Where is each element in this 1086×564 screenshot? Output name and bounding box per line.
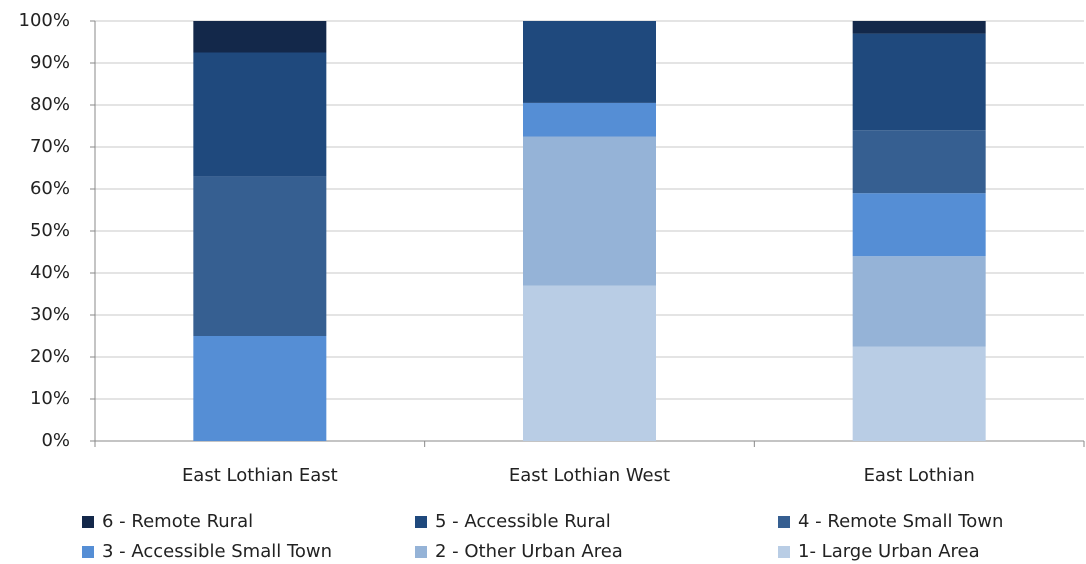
y-tick-label: 60% [30,178,70,199]
legend-label: 2 - Other Urban Area [435,541,623,562]
bar-segment [852,256,986,347]
x-tick-label: East Lothian [864,465,975,486]
bar-segment [523,285,656,441]
legend-swatch [415,516,427,528]
bar-segment [852,193,986,257]
y-tick-label: 100% [19,10,70,31]
bar-segment [193,52,327,177]
bar-segment [193,21,327,53]
legend-swatch [415,546,427,558]
legend-label: 3 - Accessible Small Town [102,541,332,562]
bar-segment [193,176,327,336]
legend-swatch [82,516,94,528]
bar-segment [523,102,656,137]
bar-segment [852,21,986,34]
bar-segment [852,130,986,194]
bar-segment [852,346,986,441]
bar-segment [193,336,327,441]
y-tick-label: 70% [30,136,70,157]
legend-label: 5 - Accessible Rural [435,511,611,532]
bar-segment [523,21,656,103]
bar-segment [852,33,986,131]
legend-swatch [82,546,94,558]
y-tick-label: 50% [30,220,70,241]
y-tick-label: 80% [30,94,70,115]
y-tick-label: 10% [30,388,70,409]
legend-label: 1- Large Urban Area [798,541,980,562]
legend-swatch [778,516,790,528]
legend-label: 4 - Remote Small Town [798,511,1003,532]
y-tick-label: 30% [30,304,70,325]
x-tick-label: East Lothian East [182,465,338,486]
y-tick-label: 90% [30,52,70,73]
y-tick-label: 0% [41,430,70,451]
x-tick-label: East Lothian West [509,465,670,486]
y-tick-label: 20% [30,346,70,367]
legend-swatch [778,546,790,558]
bar-segment [523,136,656,286]
y-tick-label: 40% [30,262,70,283]
legend-label: 6 - Remote Rural [102,511,253,532]
